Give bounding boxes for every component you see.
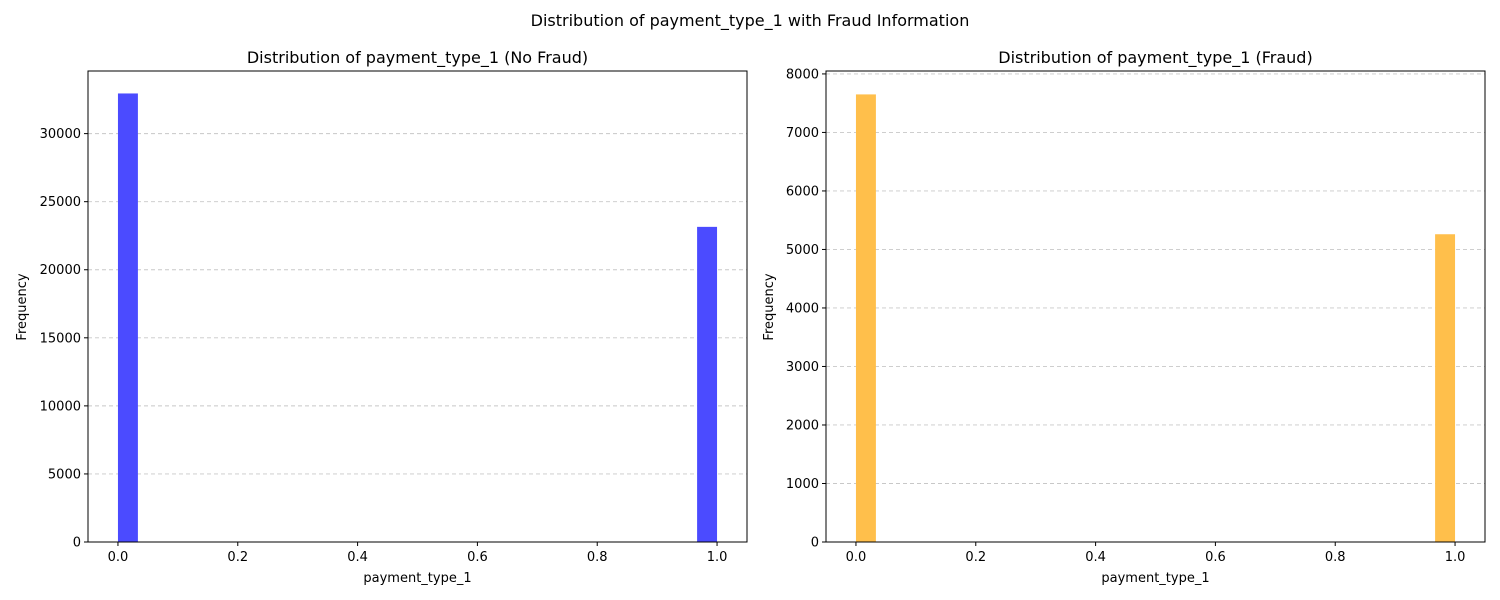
plot-frame: [825, 70, 1486, 543]
y-tick-label: 5000: [786, 243, 819, 258]
y-tick-label: 15000: [40, 331, 81, 346]
x-tick-label: 0.4: [1085, 550, 1106, 565]
y-axis-label: Frequency: [762, 273, 777, 340]
x-axis-label: payment_type_1: [363, 571, 471, 586]
y-tick-label: 10000: [40, 399, 81, 414]
histogram-bar: [697, 226, 718, 542]
x-tick-label: 0.8: [1325, 550, 1346, 565]
plot-frame: [87, 70, 748, 543]
x-tick-label: 0.0: [846, 550, 867, 565]
histogram-bar: [1435, 234, 1456, 542]
y-tick-label: 2000: [786, 418, 819, 433]
y-axis-label: Frequency: [15, 273, 30, 340]
chart-title: Distribution of payment_type_1 (Fraud): [998, 48, 1312, 68]
x-tick-label: 0.2: [227, 550, 248, 565]
x-tick-label: 0.4: [347, 550, 368, 565]
x-tick-label: 0.2: [965, 550, 986, 565]
x-tick-label: 0.6: [467, 550, 488, 565]
y-tick-label: 0: [811, 536, 819, 551]
y-tick-label: 3000: [786, 360, 819, 375]
y-tick-label: 4000: [786, 301, 819, 316]
x-tick-label: 0.8: [587, 550, 608, 565]
histogram-bar: [117, 93, 138, 542]
y-tick-label: 20000: [40, 263, 81, 278]
x-tick-label: 1.0: [707, 550, 728, 565]
histogram-bar: [855, 94, 876, 543]
chart-title: Distribution of payment_type_1 (No Fraud…: [247, 48, 588, 68]
y-tick-label: 25000: [40, 195, 81, 210]
y-tick-label: 8000: [786, 67, 819, 82]
y-tick-label: 1000: [786, 477, 819, 492]
figure-suptitle: Distribution of payment_type_1 with Frau…: [531, 11, 970, 31]
y-tick-label: 0: [73, 536, 81, 551]
x-tick-label: 0.6: [1205, 550, 1226, 565]
chart-fraud: Distribution of payment_type_1 (Fraud) p…: [762, 48, 1486, 586]
x-tick-label: 0.0: [108, 550, 129, 565]
y-tick-label: 6000: [786, 184, 819, 199]
chart-no-fraud: Distribution of payment_type_1 (No Fraud…: [15, 48, 748, 586]
x-axis-label: payment_type_1: [1101, 571, 1209, 586]
y-tick-label: 5000: [48, 467, 81, 482]
y-tick-label: 7000: [786, 126, 819, 141]
x-tick-label: 1.0: [1445, 550, 1466, 565]
y-tick-label: 30000: [40, 127, 81, 142]
